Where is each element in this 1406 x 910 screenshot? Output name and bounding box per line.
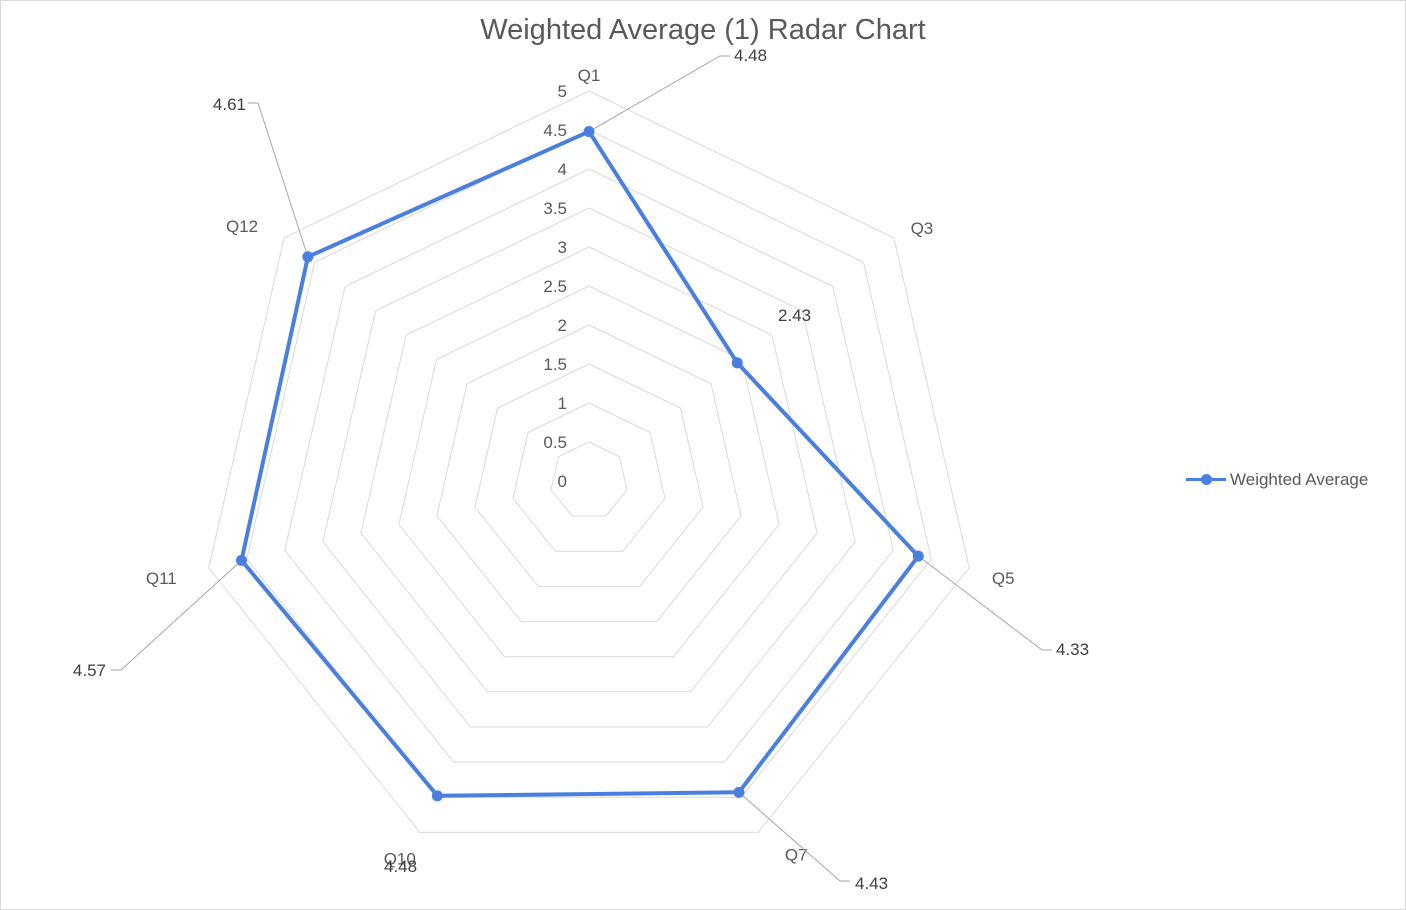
radial-tick-label: 0 bbox=[558, 472, 567, 491]
radial-tick-label: 3 bbox=[558, 238, 567, 257]
leader-line-q12 bbox=[248, 102, 309, 257]
radial-tick-label: 1.5 bbox=[543, 355, 567, 374]
gridline-4 bbox=[284, 168, 894, 763]
legend-label: Weighted Average bbox=[1230, 470, 1369, 489]
radial-tick-label: 5 bbox=[558, 82, 567, 101]
radial-tick-label: 4.5 bbox=[543, 121, 567, 140]
radial-tick-label: 2.5 bbox=[543, 277, 567, 296]
data-label-q12: 4.61 bbox=[213, 95, 246, 114]
radial-tick-label: 2 bbox=[558, 316, 567, 335]
data-label-q11: 4.57 bbox=[73, 661, 106, 680]
data-point-q11 bbox=[235, 554, 247, 566]
leader-line-q1 bbox=[588, 55, 730, 132]
category-label-q7: Q7 bbox=[785, 845, 808, 864]
gridline-3-5 bbox=[322, 207, 856, 728]
radial-tick-label: 1 bbox=[558, 394, 567, 413]
radar-grid bbox=[208, 90, 970, 833]
series-weighted-average bbox=[235, 126, 924, 802]
data-label-q1: 4.48 bbox=[734, 46, 767, 65]
category-label-q12: Q12 bbox=[226, 217, 258, 236]
gridline-0-5 bbox=[550, 441, 628, 517]
data-point-q10 bbox=[431, 790, 443, 802]
leader-line-q7 bbox=[738, 791, 850, 882]
data-label-q5: 4.33 bbox=[1056, 640, 1089, 659]
legend: Weighted Average bbox=[1186, 469, 1368, 491]
gridline-4-5 bbox=[246, 129, 932, 798]
data-point-q3 bbox=[731, 357, 743, 369]
category-label-q10: Q10 bbox=[384, 849, 416, 868]
gridline-3 bbox=[360, 246, 818, 693]
data-label-q3: 2.43 bbox=[778, 306, 811, 325]
category-labels: Q1 Q3 Q5 Q7 Q10 Q11 Q12 bbox=[146, 66, 1015, 868]
legend-swatch bbox=[1186, 469, 1226, 491]
data-label-q10: 4.48 bbox=[384, 857, 417, 876]
series-line bbox=[239, 129, 921, 798]
data-label-q7: 4.43 bbox=[855, 874, 888, 893]
category-label-q1: Q1 bbox=[578, 66, 601, 85]
gridline-1 bbox=[512, 402, 666, 552]
category-label-q3: Q3 bbox=[911, 219, 934, 238]
gridline-1-5 bbox=[474, 363, 704, 587]
data-point-q1 bbox=[583, 126, 595, 138]
radial-tick-labels: 0 0.5 1 1.5 2 2.5 3 3.5 4 4.5 5 bbox=[543, 82, 567, 491]
data-point-q7 bbox=[733, 786, 745, 798]
category-label-q5: Q5 bbox=[992, 569, 1015, 588]
gridline-5 bbox=[208, 90, 970, 833]
radial-tick-label: 3.5 bbox=[543, 199, 567, 218]
category-label-q11: Q11 bbox=[146, 569, 177, 588]
gridline-2-5 bbox=[398, 285, 780, 658]
chart-title: Weighted Average (1) Radar Chart bbox=[480, 14, 926, 46]
radial-tick-label: 4 bbox=[558, 160, 567, 179]
leader-line-q5 bbox=[917, 555, 1052, 651]
radial-tick-label: 0.5 bbox=[543, 433, 567, 452]
data-point-q5 bbox=[912, 550, 924, 562]
data-point-q12 bbox=[302, 251, 314, 263]
leader-line-q11 bbox=[111, 559, 242, 671]
gridline-2 bbox=[436, 324, 742, 623]
data-labels: 4.48 2.43 4.33 4.43 4.48 4.57 4.61 bbox=[73, 46, 1089, 893]
data-label-leader-lines bbox=[111, 55, 1052, 882]
